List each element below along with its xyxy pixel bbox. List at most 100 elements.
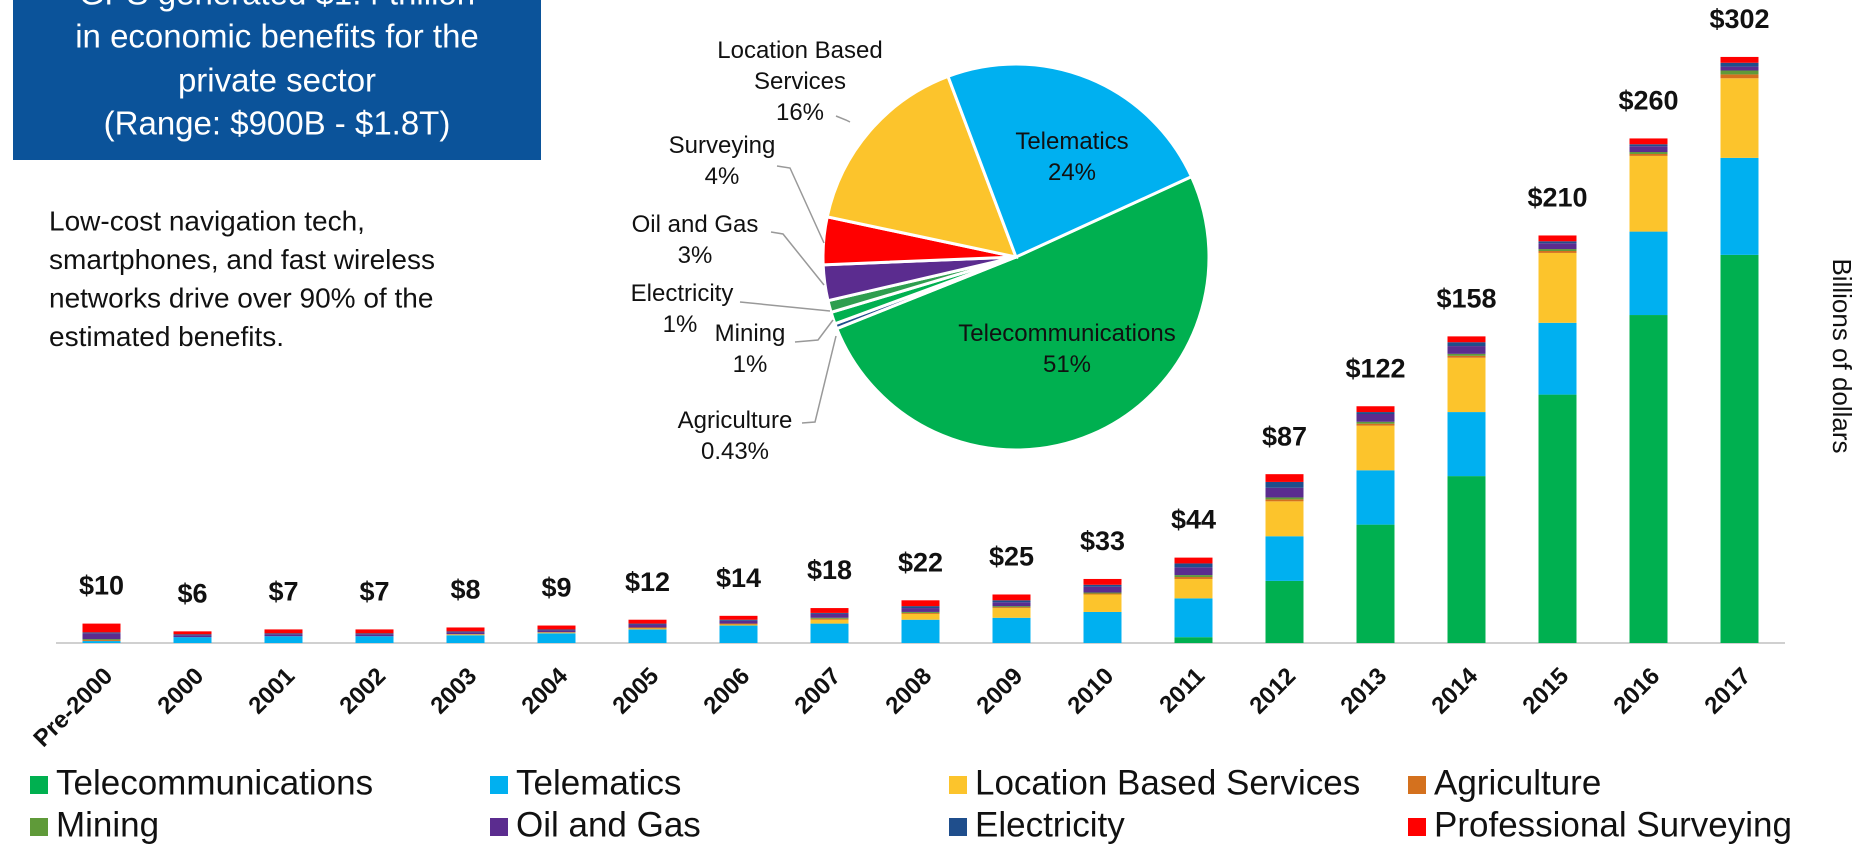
x-tick-label: 2006 <box>698 663 755 720</box>
bar-segment <box>1265 580 1304 643</box>
bar-segment <box>537 625 576 630</box>
x-tick-label: 2007 <box>789 663 846 720</box>
bar-segment <box>82 640 121 642</box>
bar-segment <box>1356 412 1395 415</box>
bar-segment <box>537 633 576 643</box>
x-tick-label: 2002 <box>334 663 391 720</box>
bar-segment <box>1174 567 1213 576</box>
bar-segment <box>992 608 1031 618</box>
bar-segment <box>1356 414 1395 422</box>
bar-segment <box>1538 250 1577 253</box>
bar-segment <box>82 641 121 643</box>
total-label: $302 <box>1709 4 1769 34</box>
legend-swatch <box>30 818 48 836</box>
bar-segment <box>1538 322 1577 395</box>
bar-segment <box>173 637 212 643</box>
pie-value-label: 1% <box>662 311 698 338</box>
bar-segment <box>901 619 940 643</box>
bar-segment <box>1629 155 1668 232</box>
bar-segment <box>1720 157 1759 255</box>
pie-label: Agriculture <box>677 407 793 434</box>
bar-segment <box>628 623 667 625</box>
note-text: estimated benefits. <box>49 321 284 352</box>
bar-segment <box>1174 557 1213 564</box>
pie-value-label: 0.43% <box>700 438 770 465</box>
bar-segment <box>992 607 1031 609</box>
bar-segment <box>1629 138 1668 145</box>
pie-slice <box>825 74 1019 260</box>
bar-segment <box>446 634 485 636</box>
pie-label: Oil and Gas <box>631 211 759 238</box>
bar-segment <box>537 629 576 631</box>
total-label: $25 <box>989 542 1034 572</box>
bar-segment <box>719 619 758 621</box>
x-tick-label: 2003 <box>425 663 482 720</box>
bar-segment <box>1720 66 1759 71</box>
legend-swatch <box>490 818 508 836</box>
x-tick-label: 2012 <box>1244 663 1301 720</box>
leader-line <box>801 335 837 424</box>
y-axis-label: Billions of dollars <box>1827 258 1857 453</box>
pie-label: Telematics <box>1015 128 1129 155</box>
bar-segment <box>628 628 667 630</box>
bar-segment <box>1083 593 1122 595</box>
bar-segment <box>901 608 940 612</box>
bar-segment <box>264 634 303 637</box>
bar-segment <box>1083 578 1122 585</box>
total-label: $10 <box>79 571 124 601</box>
bar-segment <box>1538 235 1577 242</box>
bar-segment <box>628 619 667 624</box>
total-label: $14 <box>716 563 761 593</box>
x-tick-label: 2016 <box>1608 663 1665 720</box>
bar-segment <box>1720 74 1759 79</box>
bar-segment <box>719 615 758 620</box>
bar-segment <box>82 639 121 641</box>
x-tick-label: 2017 <box>1699 663 1756 720</box>
pie-value-label: 51% <box>1042 351 1092 378</box>
bar-segment <box>173 634 212 636</box>
total-label: $6 <box>177 578 207 608</box>
total-label: $22 <box>898 547 943 577</box>
bar-segment <box>537 630 576 633</box>
headline-text: (Range: $900B - $1.8T) <box>104 105 451 142</box>
bar-segment <box>1538 241 1577 244</box>
headline-box <box>13 0 541 160</box>
pie-label: Electricity <box>630 280 734 307</box>
total-label: $44 <box>1171 505 1216 535</box>
bar-segment <box>1447 353 1486 356</box>
bar-segment <box>1629 231 1668 316</box>
legend-label: Telecommunications <box>56 763 373 802</box>
bar-segment <box>810 612 849 614</box>
legend-swatch <box>1408 818 1426 836</box>
pie-label: Location Based Services <box>717 37 883 95</box>
x-tick-label: 2000 <box>152 663 209 720</box>
x-tick-label: Pre-2000 <box>28 663 118 753</box>
bar-segment <box>355 634 394 637</box>
bar-segment <box>173 635 212 638</box>
leader-lines <box>739 115 851 424</box>
bar-segment <box>719 625 758 643</box>
bar-segment <box>1629 144 1668 147</box>
bar-segment <box>1265 501 1304 537</box>
bar-segment <box>901 611 940 613</box>
total-label: $33 <box>1080 526 1125 556</box>
bar-segment <box>1538 252 1577 323</box>
bar-segment <box>1720 56 1759 63</box>
pie-value-label: 4% <box>704 163 740 190</box>
bar-segment <box>264 629 303 634</box>
bar-segment <box>992 617 1031 643</box>
bar-segment <box>1538 249 1577 251</box>
x-tick-label: 2010 <box>1062 663 1119 720</box>
pie-slice <box>834 174 1211 452</box>
bar-segment <box>1265 536 1304 581</box>
x-tick-label: 2005 <box>607 663 664 720</box>
total-label: $158 <box>1436 284 1496 314</box>
leader-line <box>835 115 851 123</box>
bar-segment <box>810 617 849 619</box>
bar-segment <box>82 633 121 640</box>
total-label: $9 <box>541 573 571 603</box>
pie-label: Mining <box>714 320 786 347</box>
pie-label: Telecommunications <box>958 320 1176 347</box>
bar-segment <box>628 627 667 629</box>
bar-segment <box>82 632 121 634</box>
